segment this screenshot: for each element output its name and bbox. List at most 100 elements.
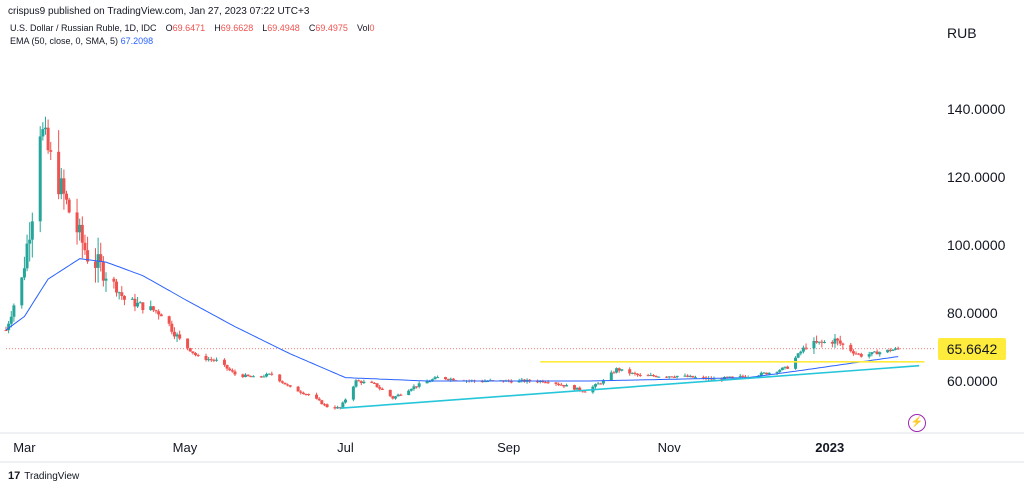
candle-body [425, 381, 429, 384]
candle-body [778, 370, 782, 372]
candle-body [817, 341, 821, 343]
x-tick-label: Jul [337, 440, 354, 455]
candle-body [854, 353, 858, 355]
candle-body [415, 386, 419, 388]
candle-body [759, 372, 763, 376]
candle-body [765, 372, 769, 375]
low-value: 69.4948 [267, 23, 300, 33]
candle-body [559, 384, 563, 386]
candle-body [767, 372, 771, 375]
low-label: L [262, 23, 268, 33]
candle-body [380, 388, 384, 390]
candle-body [154, 310, 158, 312]
candle-body [59, 178, 63, 195]
candle-body [872, 351, 876, 353]
candle-body [612, 372, 616, 374]
candle-body [599, 383, 603, 385]
candle-body [520, 379, 524, 381]
candle-body [104, 278, 108, 281]
candle-body [428, 381, 432, 383]
candle-body [562, 384, 566, 387]
candle-body [483, 381, 487, 383]
close-value: 69.4975 [315, 23, 348, 33]
candle-body [12, 305, 16, 317]
candle-body [667, 376, 671, 378]
candle-body [446, 379, 450, 381]
candle-body [315, 394, 319, 399]
high-value: 69.6628 [220, 23, 254, 33]
candle-body [546, 382, 550, 384]
candle-body [193, 353, 197, 356]
candle-body [783, 366, 787, 368]
candle-body [157, 311, 161, 315]
brand-text: TradingView [24, 470, 80, 482]
candle-body [372, 382, 376, 384]
candle-body [49, 150, 53, 152]
candle-body [120, 292, 124, 296]
candle-body [136, 302, 140, 307]
candle-body [101, 261, 105, 281]
candle-body [249, 376, 253, 378]
candle-body [25, 243, 29, 269]
candle-body [830, 341, 834, 344]
candle-body [833, 338, 837, 344]
published-by-line: crispus9 published on TradingView.com, J… [8, 6, 310, 17]
candle-body [796, 353, 800, 358]
candle-body [417, 383, 421, 387]
candle-body [694, 377, 698, 379]
candle-body [804, 347, 808, 349]
candle-body [725, 376, 729, 378]
high-label: H [214, 23, 221, 33]
candle-body [280, 381, 284, 383]
symbol-name[interactable]: U.S. Dollar / Russian Ruble, 1D, IDC [10, 23, 157, 33]
candle-body [207, 359, 211, 361]
candle-body [336, 407, 340, 409]
candle-body [486, 381, 490, 383]
ema-line [5, 258, 899, 382]
open-value: 69.6471 [172, 23, 206, 33]
candle-body [225, 364, 229, 369]
candle-body [396, 394, 400, 397]
y-tick-label: 60.0000 [947, 373, 998, 389]
candle-body [133, 298, 137, 307]
candle-body [99, 254, 103, 262]
candle-body [170, 323, 174, 332]
candle-body [430, 379, 434, 382]
candle-body [393, 396, 397, 399]
candle-body [688, 375, 692, 377]
volume-value: 0 [369, 23, 375, 33]
candle-body [243, 374, 247, 378]
symbol-legend: U.S. Dollar / Russian Ruble, 1D, IDC O69… [10, 23, 374, 33]
candle-body [691, 375, 695, 378]
candle-body [83, 242, 87, 251]
candle-body [870, 352, 874, 355]
lightning-icon[interactable]: ⚡ [908, 414, 926, 432]
candle-body [322, 404, 326, 406]
candle-body [115, 281, 119, 293]
candle-body [575, 387, 579, 390]
candle-body [296, 386, 300, 392]
x-tick-label: 2023 [815, 440, 844, 455]
candle-body [241, 374, 245, 378]
candle-body [117, 292, 121, 294]
close-label: C [308, 23, 316, 33]
candle-body [583, 391, 587, 393]
candle-body [536, 381, 540, 383]
candle-body [857, 353, 861, 355]
candle-body [212, 359, 216, 361]
candle-body [683, 375, 687, 377]
candle-body [451, 378, 455, 381]
ema-label[interactable]: EMA (50, close, 0, SMA, 5) [10, 36, 119, 46]
candle-body [820, 341, 824, 343]
candle-body [636, 373, 640, 375]
candle-body [849, 344, 853, 352]
candle-body [80, 224, 84, 243]
candle-body [638, 374, 642, 376]
candle-body [762, 372, 766, 374]
candle-body [354, 380, 358, 387]
candle-body [196, 355, 200, 357]
candle-body [265, 373, 269, 377]
candle-body [851, 351, 855, 354]
candle-body [167, 316, 171, 324]
